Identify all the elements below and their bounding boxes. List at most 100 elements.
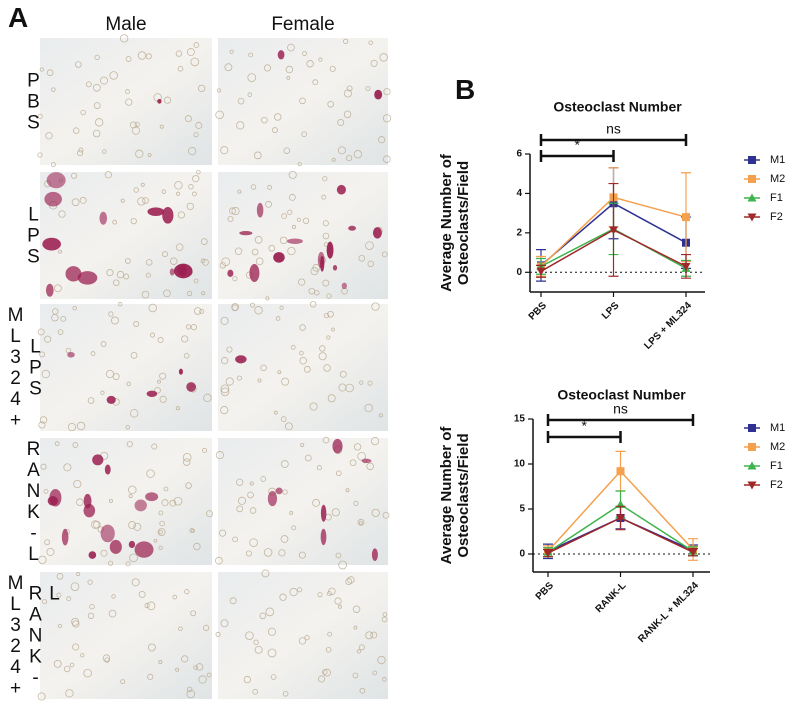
cell: [265, 607, 275, 617]
cell: [202, 258, 209, 266]
cell: [319, 345, 326, 352]
stained-cell: [128, 540, 136, 549]
stained-cell: [287, 238, 303, 244]
stained-cell: [49, 488, 62, 507]
cell: [108, 560, 114, 566]
y-tick-label: 15: [514, 414, 526, 425]
y-axis-label: Average Number of: [438, 426, 455, 565]
cell: [322, 176, 328, 182]
legend-label: F1: [770, 460, 783, 472]
cell: [108, 609, 117, 618]
stained-cell: [145, 492, 159, 502]
cell: [284, 422, 293, 431]
cell: [158, 545, 163, 550]
cell: [322, 220, 329, 227]
cell: [46, 547, 55, 556]
cell: [310, 267, 319, 276]
stained-cell: [332, 438, 343, 454]
cell: [147, 643, 156, 652]
cell: [130, 218, 137, 225]
cell: [327, 310, 334, 318]
row-label: ML324+: [5, 304, 26, 431]
cell: [184, 115, 192, 123]
cell: [245, 631, 254, 640]
cell: [331, 508, 340, 517]
cell: [366, 462, 374, 471]
cell: [60, 315, 67, 322]
cell: [270, 674, 277, 680]
cell: [247, 491, 254, 499]
cell: [125, 98, 133, 106]
cell: [302, 217, 310, 224]
legend-label: F2: [770, 211, 783, 223]
cell: [183, 353, 190, 359]
cell: [157, 337, 164, 344]
cell: [220, 406, 229, 415]
cell: [257, 378, 262, 383]
y-tick-label: 5: [519, 504, 525, 515]
micrograph-background: [218, 172, 388, 299]
cell: [89, 604, 95, 610]
cell: [301, 131, 307, 137]
cell: [90, 351, 96, 356]
cell: [368, 40, 373, 45]
cell: [110, 316, 119, 325]
cell: [220, 146, 229, 155]
cell: [251, 248, 259, 256]
cell: [237, 97, 245, 105]
stained-cell: [99, 211, 108, 225]
cell: [282, 489, 288, 495]
cell: [104, 171, 112, 179]
cell: [72, 620, 80, 628]
cell: [175, 50, 183, 57]
cell: [327, 631, 333, 637]
cell: [202, 624, 210, 632]
legend-marker: [748, 156, 756, 164]
cell: [290, 344, 296, 350]
cell: [282, 690, 289, 697]
cell: [263, 548, 273, 557]
cell: [297, 162, 302, 167]
cell: [358, 520, 363, 525]
cell: [331, 327, 335, 332]
cell: [234, 247, 243, 255]
cell: [327, 100, 334, 108]
cell: [111, 594, 116, 599]
chart-title: Osteoclast Number: [553, 99, 682, 115]
stained-cell: [77, 271, 98, 285]
cell: [159, 372, 167, 380]
cell: [100, 341, 107, 347]
cell: [323, 364, 331, 372]
cell: [157, 528, 166, 536]
stained-cell: [45, 283, 54, 297]
cell: [299, 350, 304, 356]
cell: [147, 673, 154, 680]
cell: [249, 507, 257, 514]
cell: [146, 601, 156, 611]
cell: [365, 86, 371, 92]
cell: [288, 170, 297, 179]
cell: [57, 623, 63, 629]
cell: [157, 379, 161, 384]
cell: [299, 97, 306, 105]
cell: [76, 498, 84, 506]
cell: [190, 324, 197, 331]
cell: [226, 346, 233, 353]
cell: [260, 364, 267, 372]
cell: [94, 54, 100, 61]
cell: [308, 287, 316, 295]
cell: [316, 465, 322, 471]
cell: [298, 637, 307, 645]
cell: [249, 538, 258, 547]
stained-cell: [146, 390, 158, 397]
cell: [367, 380, 373, 386]
cell: [37, 113, 43, 119]
cell: [218, 529, 227, 537]
micrograph-background: [40, 438, 212, 565]
cell: [80, 653, 85, 658]
cell: [193, 542, 201, 551]
stained-cell: [83, 493, 92, 509]
stained-cell: [106, 395, 116, 404]
stained-cell: [371, 548, 378, 562]
cell: [291, 525, 297, 531]
